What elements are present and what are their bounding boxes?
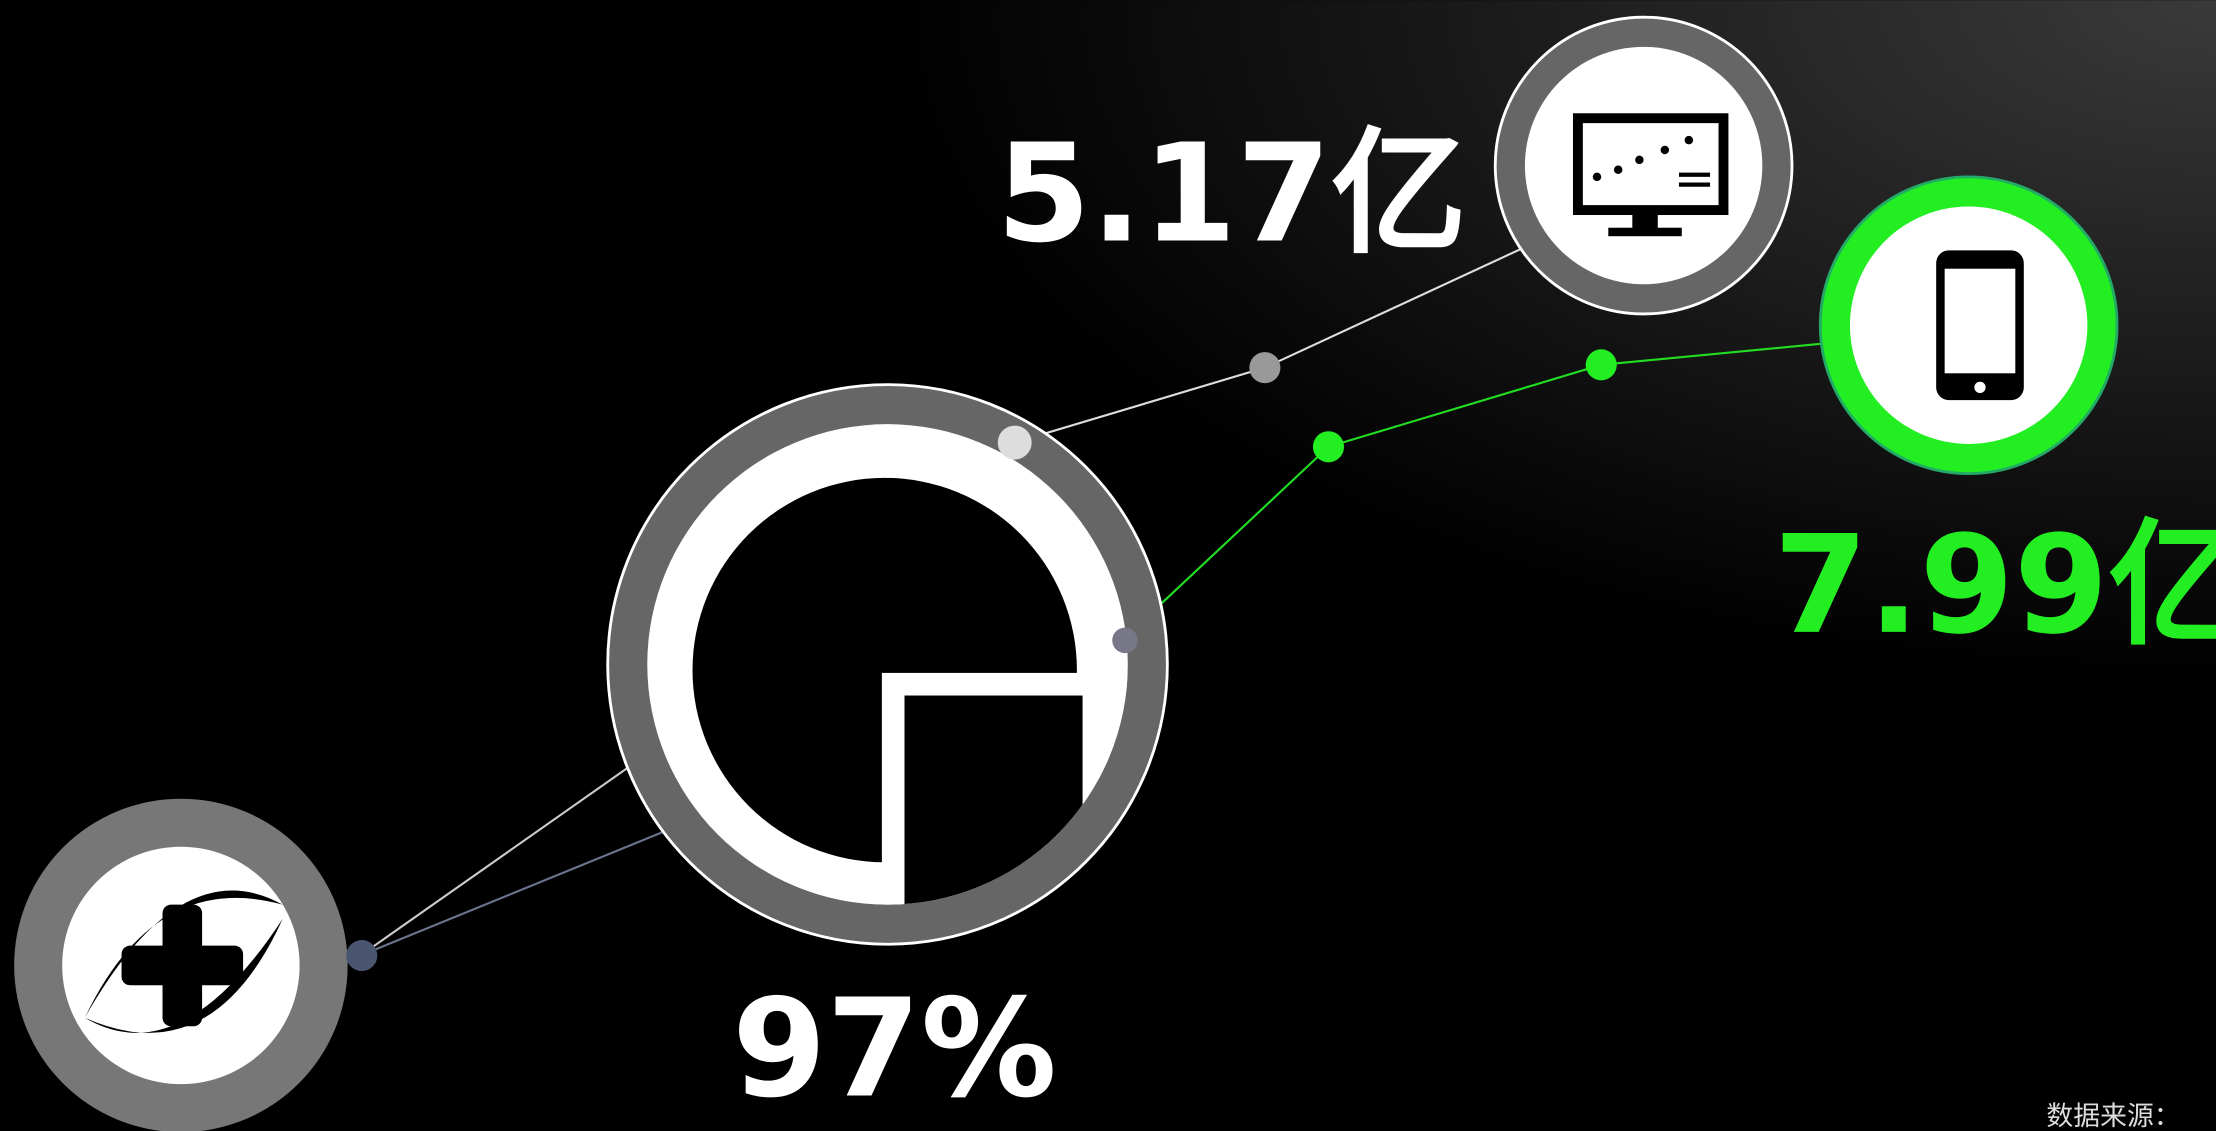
- dots: [346, 349, 1617, 972]
- mobile-users-label: 7.99亿: [1774, 506, 2216, 664]
- share-label: 97%: [732, 969, 1057, 1127]
- source-note: 数据来源：: [2046, 1101, 2180, 1131]
- central-circle: [606, 383, 1169, 946]
- mobile-circle: [1818, 175, 2119, 476]
- health-circle: [14, 798, 348, 1131]
- pc-circle: [1493, 15, 1794, 316]
- pc-users-label: 5.17亿: [996, 114, 1466, 272]
